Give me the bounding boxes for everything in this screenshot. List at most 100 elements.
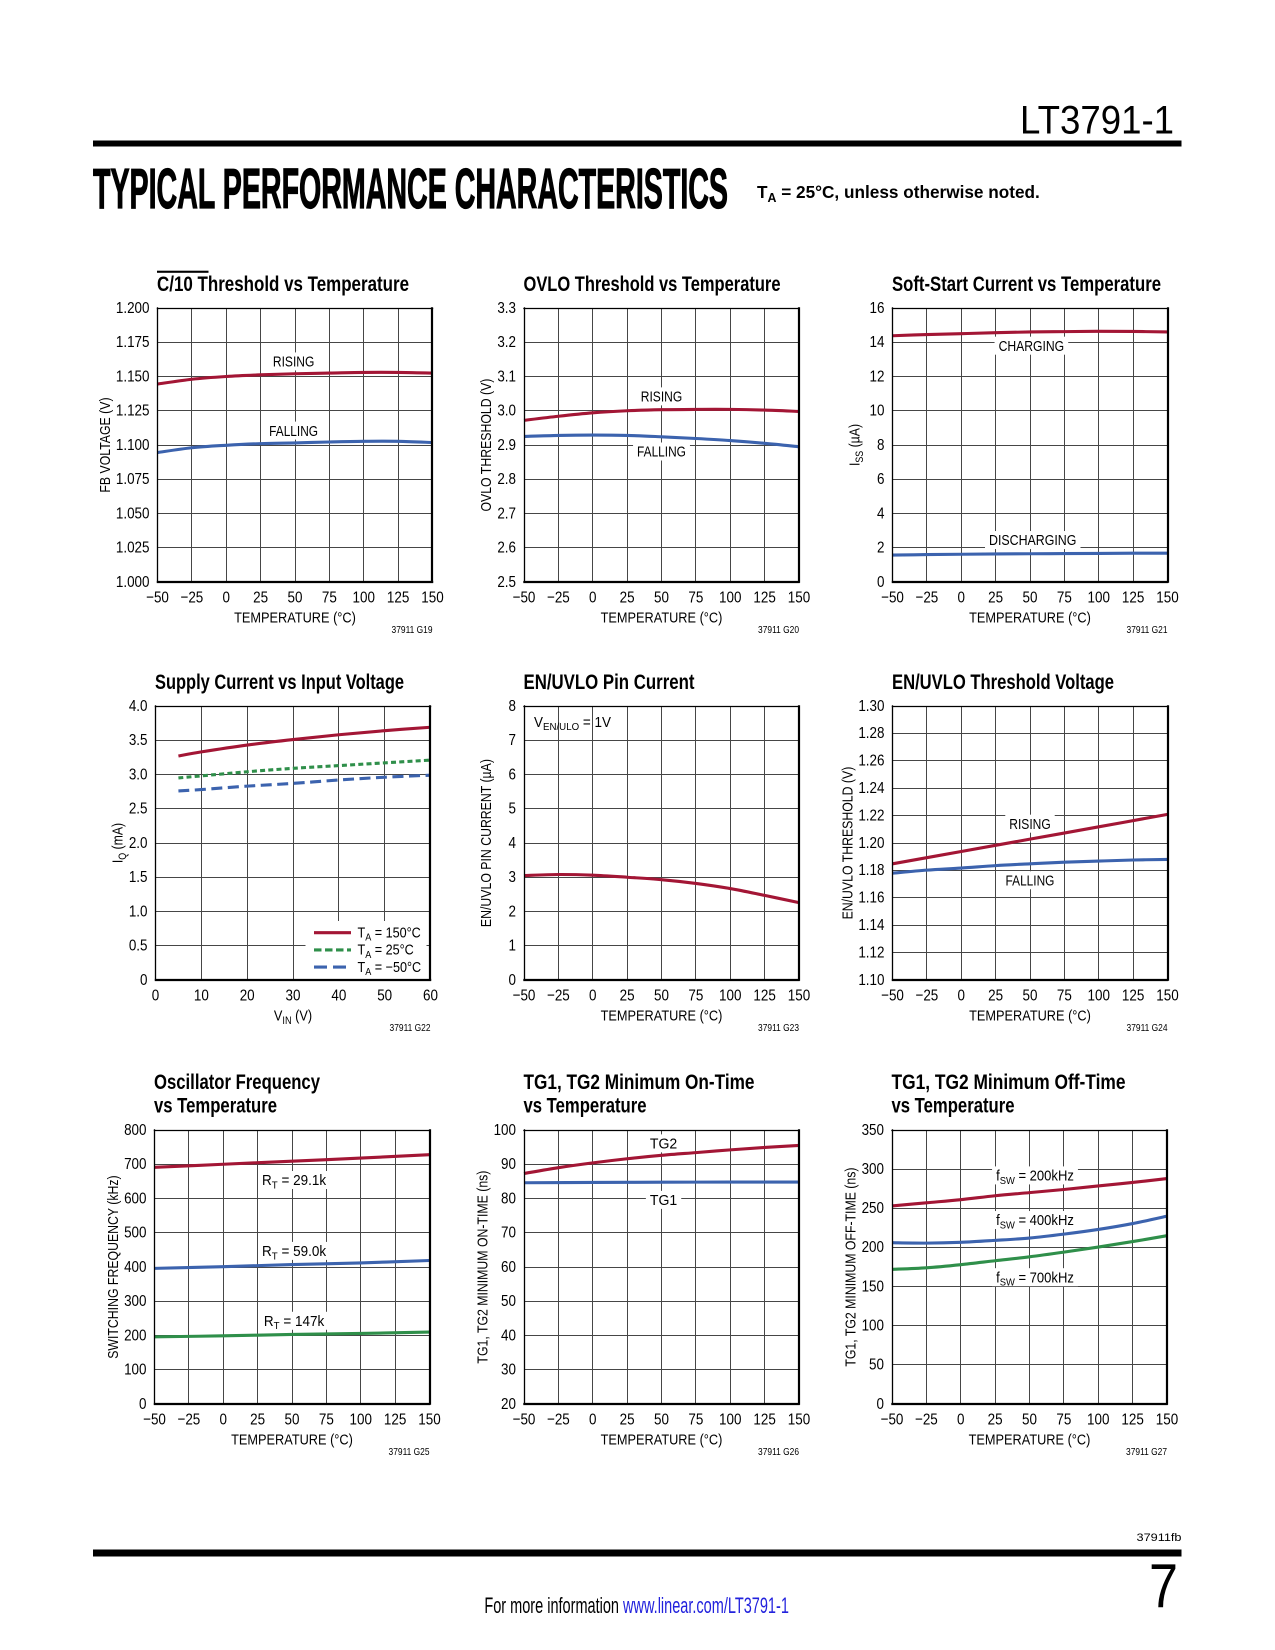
svg-text:100: 100 [719,1412,741,1429]
svg-text:2.8: 2.8 [497,471,516,488]
svg-text:1.025: 1.025 [116,540,150,557]
svg-text:TG1, TG2 Minimum On-Time: TG1, TG2 Minimum On-Time [524,1071,755,1094]
svg-text:25: 25 [620,988,635,1005]
svg-text:fSW = 400kHz: fSW = 400kHz [996,1213,1074,1232]
svg-text:2.5: 2.5 [497,574,516,591]
svg-text:300: 300 [124,1293,146,1310]
svg-text:For more information www.linea: For more information www.linear.com/LT37… [484,1593,789,1618]
svg-text:75: 75 [1057,590,1072,607]
svg-text:75: 75 [688,590,703,607]
svg-text:RT = 29.1k: RT = 29.1k [262,1172,327,1192]
svg-text:1.16: 1.16 [858,890,884,907]
svg-text:2: 2 [509,903,517,920]
svg-text:100: 100 [1087,1412,1109,1429]
svg-text:100: 100 [719,590,741,607]
svg-text:37911 G19: 37911 G19 [392,624,433,636]
svg-text:EN/UVLO THRESHOLD (V): EN/UVLO THRESHOLD (V) [839,767,855,920]
svg-text:16: 16 [870,300,885,317]
svg-text:ISS (µA): ISS (µA) [846,424,866,466]
svg-text:90: 90 [501,1156,516,1173]
svg-text:100: 100 [350,1412,372,1429]
svg-text:1.000: 1.000 [116,574,150,591]
svg-text:400: 400 [124,1259,146,1276]
svg-text:4: 4 [877,505,885,522]
svg-text:37911fb: 37911fb [1137,1532,1182,1544]
svg-text:EN/UVLO PIN CURRENT (µA): EN/UVLO PIN CURRENT (µA) [478,759,494,927]
svg-text:1.20: 1.20 [858,835,884,852]
svg-text:100: 100 [862,1318,884,1335]
svg-text:0: 0 [957,1412,965,1429]
svg-text:50: 50 [501,1293,516,1310]
svg-text:RISING: RISING [1009,816,1050,832]
svg-text:60: 60 [423,988,438,1005]
svg-text:−25: −25 [915,988,938,1005]
svg-text:TEMPERATURE (°C): TEMPERATURE (°C) [969,610,1091,627]
svg-text:10: 10 [194,988,209,1005]
svg-text:−25: −25 [177,1412,200,1429]
svg-text:37911 G22: 37911 G22 [390,1022,431,1034]
svg-text:60: 60 [501,1259,516,1276]
svg-text:TA = −50°C: TA = −50°C [358,959,422,978]
svg-text:25: 25 [253,590,268,607]
svg-text:−50: −50 [513,590,536,607]
svg-text:RT = 59.0k: RT = 59.0k [262,1243,327,1263]
svg-text:50: 50 [1022,1412,1037,1429]
svg-text:OVLO Threshold vs Temperature: OVLO Threshold vs Temperature [524,273,781,296]
svg-text:TA = 25°C: TA = 25°C [358,942,414,961]
svg-text:3.5: 3.5 [129,732,148,749]
svg-text:3.3: 3.3 [497,300,516,317]
svg-text:125: 125 [753,590,775,607]
svg-text:37911 G27: 37911 G27 [1126,1446,1167,1458]
svg-text:1.14: 1.14 [858,917,884,934]
svg-text:CHARGING: CHARGING [999,338,1065,354]
svg-text:75: 75 [688,988,703,1005]
svg-text:4.0: 4.0 [129,698,148,715]
svg-text:6: 6 [877,471,885,488]
svg-text:2.5: 2.5 [129,801,148,818]
svg-text:100: 100 [719,988,741,1005]
svg-text:LT3791-1: LT3791-1 [1020,99,1174,143]
svg-text:IQ (mA): IQ (mA) [109,823,129,863]
svg-text:1.100: 1.100 [116,437,150,454]
svg-text:500: 500 [124,1225,146,1242]
svg-text:7: 7 [509,732,517,749]
svg-text:TG1, TG2 MINIMUM ON-TIME (ns): TG1, TG2 MINIMUM ON-TIME (ns) [474,1171,490,1364]
svg-text:75: 75 [688,1412,703,1429]
svg-text:−50: −50 [143,1412,166,1429]
svg-text:125: 125 [384,1412,406,1429]
svg-text:125: 125 [1121,1412,1143,1429]
svg-text:25: 25 [988,590,1003,607]
svg-text:37911 G23: 37911 G23 [758,1022,799,1034]
svg-text:50: 50 [1023,988,1038,1005]
svg-text:50: 50 [1023,590,1038,607]
svg-text:125: 125 [753,988,775,1005]
svg-text:Oscillator Frequency: Oscillator Frequency [154,1071,320,1094]
svg-text:20: 20 [501,1396,516,1413]
svg-text:50: 50 [285,1412,300,1429]
svg-text:10: 10 [870,403,885,420]
svg-text:50: 50 [377,988,392,1005]
svg-text:vs Temperature: vs Temperature [154,1095,277,1118]
svg-text:VEN/ULO = 1V: VEN/ULO = 1V [534,714,612,734]
svg-text:4: 4 [509,835,517,852]
svg-text:RISING: RISING [641,389,682,405]
svg-text:0: 0 [589,1412,597,1429]
svg-text:8: 8 [877,437,885,454]
svg-text:40: 40 [331,988,346,1005]
svg-text:TEMPERATURE (°C): TEMPERATURE (°C) [969,1008,1091,1025]
svg-text:1.24: 1.24 [858,780,884,797]
svg-text:37911 G20: 37911 G20 [758,624,799,636]
svg-text:100: 100 [124,1362,146,1379]
svg-text:150: 150 [788,1412,810,1429]
svg-text:150: 150 [1156,1412,1178,1429]
svg-text:1.30: 1.30 [858,698,884,715]
svg-text:50: 50 [869,1357,884,1374]
svg-text:75: 75 [322,590,337,607]
svg-text:14: 14 [870,334,885,351]
svg-text:75: 75 [319,1412,334,1429]
svg-text:25: 25 [988,1412,1003,1429]
svg-text:0: 0 [509,972,517,989]
svg-text:EN/UVLO Threshold Voltage: EN/UVLO Threshold Voltage [892,671,1114,694]
svg-text:DISCHARGING: DISCHARGING [989,532,1076,548]
svg-text:3.0: 3.0 [497,403,516,420]
